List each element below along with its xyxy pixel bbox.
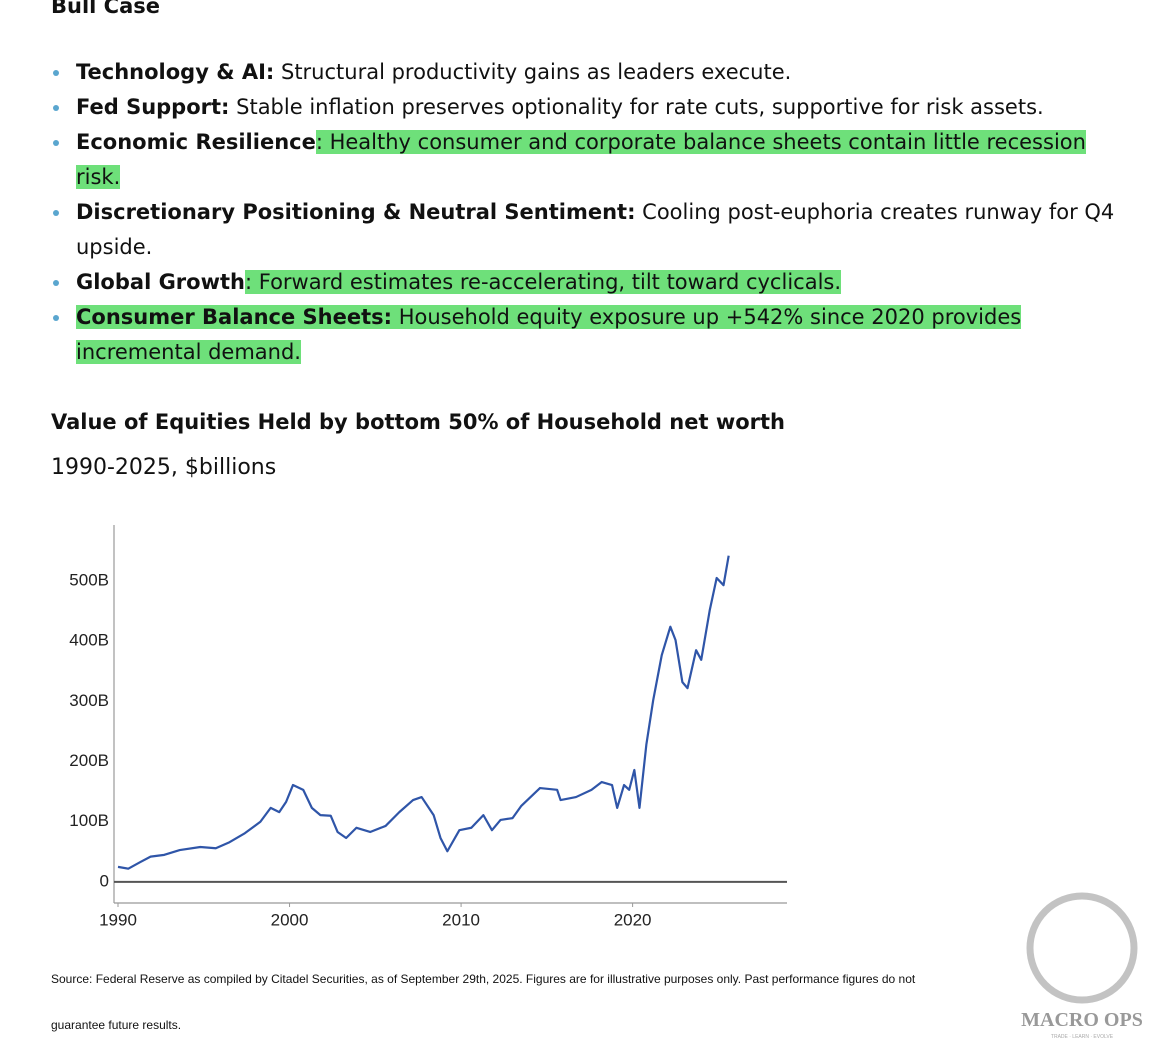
- bullet-text: : Forward estimates re-accelerating, til…: [244, 270, 842, 294]
- y-tick-label: 400B: [69, 631, 109, 650]
- chart-title: Value of Equities Held by bottom 50% of …: [51, 410, 785, 434]
- bullet: Global Growth: Forward estimates re-acce…: [51, 265, 1131, 300]
- source-note: Source: Federal Reserve as compiled by C…: [51, 972, 916, 986]
- bullet-list: Technology & AI: Structural productivity…: [51, 55, 1131, 370]
- bullet-label: Economic Resilience: [76, 130, 316, 154]
- bullet-label: Consumer Balance Sheets:: [76, 305, 393, 329]
- logo: MACRO OPS TRADE · LEARN · EVOLVE: [1021, 892, 1143, 1040]
- bullet-text: Cooling post-euphoria creates runway for…: [76, 200, 1115, 259]
- bullet: Fed Support: Stable inflation preserves …: [51, 90, 1131, 125]
- y-tick-label: 200B: [69, 751, 109, 770]
- heading: Bull Case: [51, 0, 160, 18]
- bullet-label: Fed Support:: [76, 95, 230, 119]
- logo-tagline: TRADE · LEARN · EVOLVE: [1051, 1034, 1114, 1040]
- bullet: Consumer Balance Sheets: Household equit…: [51, 300, 1131, 370]
- x-tick-label: 2010: [442, 910, 480, 929]
- bullet-label: Discretionary Positioning & Neutral Sent…: [76, 200, 636, 224]
- y-tick-label: 500B: [69, 570, 109, 589]
- logo-ring: [1026, 892, 1138, 1004]
- x-tick-label: 2020: [614, 910, 652, 929]
- bullet-label: Global Growth: [76, 270, 245, 294]
- bullet: Discretionary Positioning & Neutral Sent…: [51, 195, 1131, 265]
- chart: 0 100B 200B 300B 400B 500B 1990 2000 2010 2020: [69, 525, 787, 929]
- x-tick-label: 2000: [271, 910, 309, 929]
- x-tick-label: 1990: [99, 910, 137, 929]
- bullet: Economic Resilience: Healthy consumer an…: [51, 125, 1131, 195]
- bullet: Technology & AI: Structural productivity…: [51, 55, 1131, 90]
- source-note: guarantee future results.: [51, 1018, 182, 1032]
- bullet-text: Stable inflation preserves optionality f…: [229, 95, 1044, 119]
- y-tick-label: 300B: [69, 691, 109, 710]
- y-tick-label: 100B: [69, 811, 109, 830]
- chart-subtitle: 1990-2025, $billions: [51, 455, 277, 480]
- bullet-text: Structural productivity gains as leaders…: [274, 60, 792, 84]
- logo-name: MACRO OPS: [1021, 1009, 1143, 1031]
- y-tick-label: 0: [100, 871, 109, 890]
- bullet-label: Technology & AI:: [76, 60, 275, 84]
- data-line: [117, 555, 730, 870]
